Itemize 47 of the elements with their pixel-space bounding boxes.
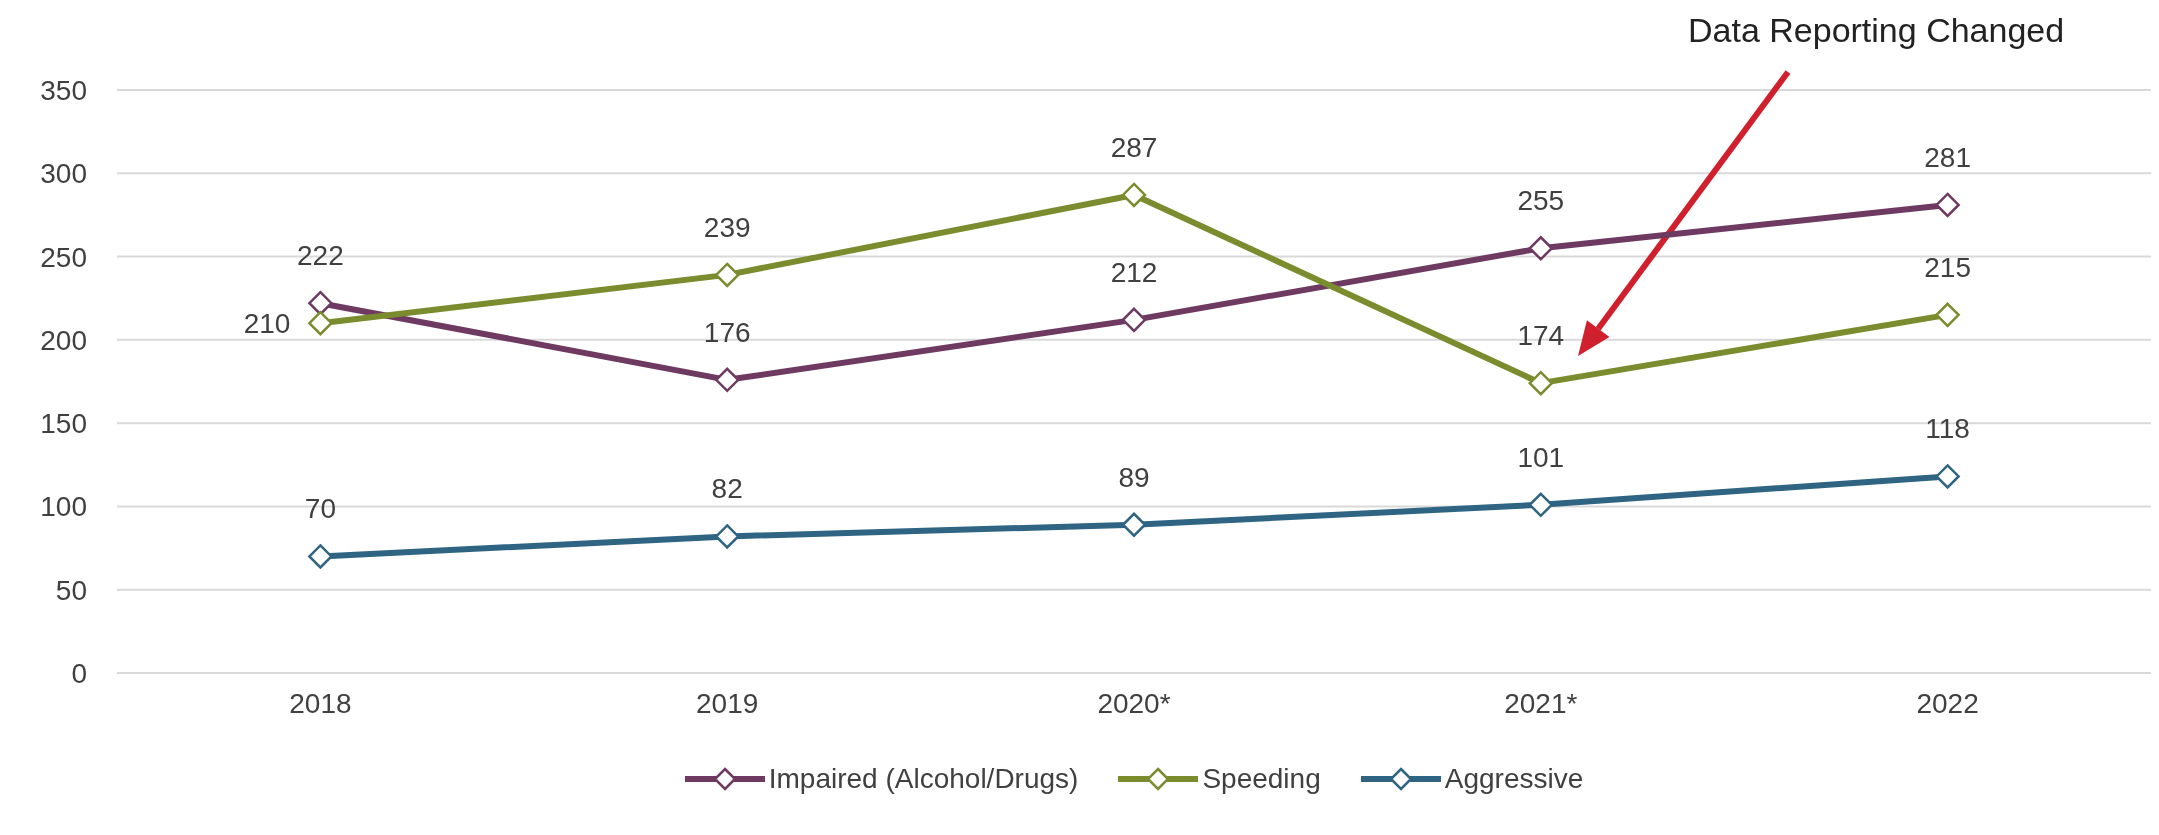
data-label: 215 (1924, 251, 1971, 283)
data-label: 82 (711, 473, 743, 505)
y-tick-label: 100 (40, 491, 87, 523)
data-label: 89 (1118, 461, 1150, 493)
point (1121, 182, 1147, 208)
legend-label: Impaired (Alcohol/Drugs) (768, 763, 1079, 795)
point (1935, 464, 1960, 489)
point (308, 310, 333, 336)
x-tick-label: 2021* (1504, 687, 1578, 719)
legend-label: Aggressive (1444, 763, 1584, 795)
point (714, 524, 740, 549)
x-tick-label: 2022 (1916, 687, 1979, 719)
point (714, 262, 740, 288)
data-label: 70 (304, 493, 336, 525)
point (308, 544, 333, 569)
data-label: 212 (1110, 256, 1158, 288)
y-tick-label: 150 (40, 408, 87, 440)
data-label: 239 (703, 211, 751, 243)
data-label: 255 (1517, 185, 1565, 217)
x-tick-label: 2019 (696, 687, 759, 719)
data-label: 210 (243, 308, 291, 340)
point (308, 290, 333, 316)
y-tick-label: 200 (40, 324, 87, 356)
point (1935, 302, 1960, 328)
point (1528, 492, 1554, 518)
data-label: 174 (1517, 320, 1565, 352)
point (1935, 192, 1960, 218)
data-label: 118 (1925, 413, 1970, 445)
point (714, 367, 740, 393)
data-label: 287 (1110, 131, 1158, 163)
y-tick-label: 350 (40, 74, 87, 106)
point (1528, 235, 1554, 261)
data-label: 222 (297, 240, 344, 272)
point (1528, 370, 1554, 396)
y-tick-label: 50 (55, 574, 87, 606)
legend-label: Speeding (1202, 763, 1321, 795)
point (1121, 512, 1147, 537)
data-label: 281 (1924, 141, 1971, 173)
point (1121, 307, 1147, 333)
x-tick-label: 2020* (1097, 687, 1171, 719)
y-tick-label: 300 (40, 158, 87, 190)
x-tick-label: 2018 (289, 687, 352, 719)
data-label: 176 (703, 316, 751, 348)
y-tick-label: 0 (71, 657, 87, 689)
data-label: 101 (1517, 441, 1565, 473)
y-tick-label: 250 (40, 241, 87, 273)
text: Data Reporting Changed (1688, 11, 2065, 49)
